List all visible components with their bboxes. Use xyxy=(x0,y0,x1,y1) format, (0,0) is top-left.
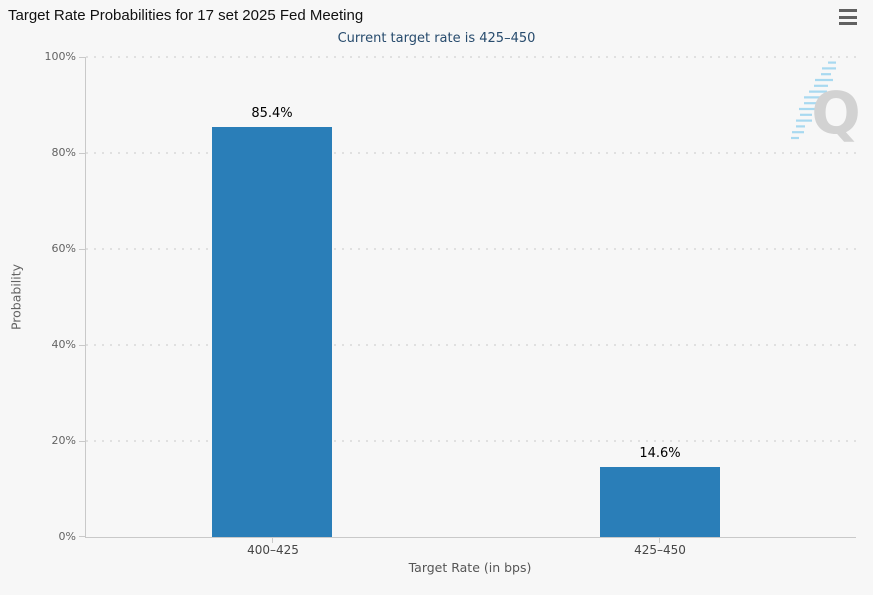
y-tick-label: 40% xyxy=(51,338,76,351)
y-axis-tick xyxy=(79,249,85,250)
gridline-60 xyxy=(86,248,856,250)
gridline-40 xyxy=(86,344,856,346)
y-tick-label: 20% xyxy=(51,434,76,447)
chart-subtitle: Current target rate is 425–450 xyxy=(337,31,536,46)
x-category-label: 425–450 xyxy=(634,543,686,557)
hamburger-menu-icon[interactable] xyxy=(838,8,858,26)
chart-title: Target Rate Probabilities for 17 set 202… xyxy=(8,7,364,24)
hamburger-bar xyxy=(839,9,857,12)
y-tick-label: 60% xyxy=(51,242,76,255)
plot-area: 100% 80% 60% 40% 20% 0% 85.4% 14.6% 400–… xyxy=(45,50,856,557)
hamburger-bar xyxy=(839,22,857,25)
bar-425-450[interactable]: 14.6% xyxy=(600,446,720,537)
y-tick-label: 80% xyxy=(51,146,76,159)
y-axis-tick xyxy=(79,153,85,154)
gridline-80 xyxy=(86,152,856,154)
bar-400-425[interactable]: 85.4% xyxy=(212,106,332,537)
bar-data-label: 14.6% xyxy=(639,446,681,461)
x-axis-tick xyxy=(272,538,273,543)
y-tick-label: 0% xyxy=(58,530,76,543)
y-axis-tick xyxy=(79,441,85,442)
x-axis-tick xyxy=(659,538,660,543)
y-tick-label: 100% xyxy=(44,50,76,63)
gridline-20 xyxy=(86,440,856,442)
x-axis-title: Target Rate (in bps) xyxy=(408,560,532,575)
y-axis-tick xyxy=(79,345,85,346)
y-axis-tick xyxy=(79,536,85,537)
y-axis-tick xyxy=(79,57,85,58)
y-axis-title: Probability xyxy=(8,263,24,331)
bar-data-label: 85.4% xyxy=(251,106,293,121)
gridline-100 xyxy=(86,56,856,58)
hamburger-bar xyxy=(839,15,857,19)
x-category-label: 400–425 xyxy=(247,543,299,557)
